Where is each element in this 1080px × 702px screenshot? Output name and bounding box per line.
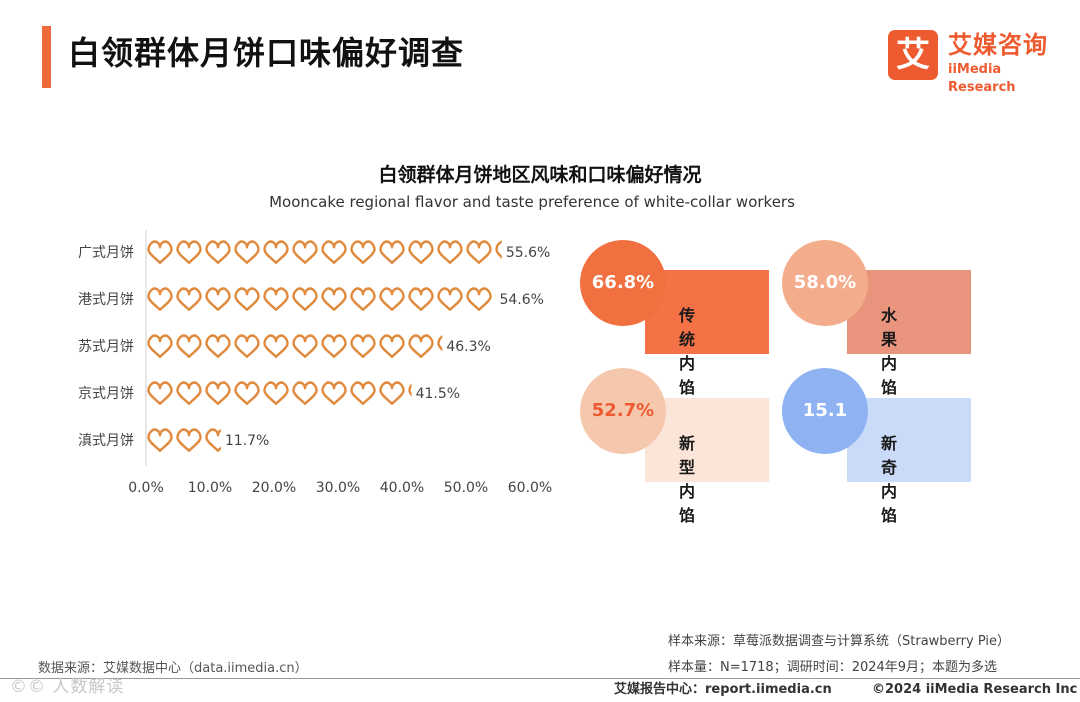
category-label: 京式月饼 xyxy=(78,386,134,402)
x-tick-label: 20.0% xyxy=(252,480,296,496)
brand-mark-icon: 艾 xyxy=(888,30,938,80)
heart-icon xyxy=(408,334,434,358)
footer-copyright: ©2024 iiMedia Research Inc xyxy=(872,682,1078,697)
heart-bar-chart: 广式月饼 55.6% 港式月饼 54.6% 苏式月饼 46.3% 京式月饼 41.5% 滇式月饼… xyxy=(78,230,552,496)
heart-icon xyxy=(205,240,231,264)
card-label: 水果内馅 xyxy=(881,306,898,397)
card-label: 传统内馅 xyxy=(679,306,696,397)
heart-icon xyxy=(408,383,412,397)
heart-icon xyxy=(321,334,347,358)
value-label: 11.7% xyxy=(225,433,269,449)
heart-icon xyxy=(205,287,231,311)
sample-size-info: 样本量：N=1718；调研时间：2024年9月；本题为多选 xyxy=(668,660,998,675)
heart-icon xyxy=(263,287,289,311)
value-label: 41.5% xyxy=(416,386,460,402)
bar-hearts xyxy=(147,287,496,311)
heart-icon xyxy=(350,381,376,405)
heart-icon xyxy=(292,240,318,264)
heart-icon xyxy=(147,381,173,405)
value-label: 55.6% xyxy=(506,245,550,261)
heart-icon xyxy=(408,287,434,311)
category-label: 广式月饼 xyxy=(78,245,134,261)
heart-icon xyxy=(350,334,376,358)
x-tick-label: 60.0% xyxy=(508,480,552,496)
category-label: 港式月饼 xyxy=(78,292,134,308)
heart-icon xyxy=(147,334,173,358)
card-label: 新型内馅 xyxy=(679,434,696,525)
x-tick-label: 10.0% xyxy=(188,480,232,496)
heart-icon xyxy=(466,287,492,311)
heart-icon xyxy=(205,334,231,358)
heart-icon xyxy=(350,240,376,264)
heart-icon xyxy=(263,381,289,405)
heart-icon xyxy=(147,240,173,264)
bar-hearts xyxy=(147,334,443,358)
heart-icon xyxy=(379,381,405,405)
heart-icon xyxy=(234,287,260,311)
sample-source: 样本来源：草莓派数据调查与计算系统（Strawberry Pie） xyxy=(668,634,1010,649)
chart-subtitle: Mooncake regional flavor and taste prefe… xyxy=(269,193,795,211)
heart-icon xyxy=(379,334,405,358)
brand-name-en: iiMedia Research xyxy=(948,62,1016,95)
heart-icon xyxy=(147,287,173,311)
title-accent-bar xyxy=(42,26,51,88)
heart-icon xyxy=(176,381,202,405)
heart-icon xyxy=(292,287,318,311)
heart-icon xyxy=(321,240,347,264)
heart-icon xyxy=(437,240,463,264)
bar-hearts xyxy=(147,381,412,405)
heart-icon xyxy=(321,381,347,405)
category-label: 苏式月饼 xyxy=(78,339,134,355)
heart-icon xyxy=(263,240,289,264)
heart-icon xyxy=(205,428,221,452)
x-tick-label: 30.0% xyxy=(316,480,360,496)
footer-report-center: 艾媒报告中心：report.iimedia.cn xyxy=(614,682,832,697)
heart-icon xyxy=(263,334,289,358)
x-tick-label: 40.0% xyxy=(380,480,424,496)
heart-icon xyxy=(234,240,260,264)
heart-icon xyxy=(147,428,173,452)
category-label: 滇式月饼 xyxy=(78,433,134,449)
heart-icon xyxy=(176,428,202,452)
heart-icon xyxy=(176,334,202,358)
heart-icon xyxy=(379,240,405,264)
heart-icon xyxy=(466,240,492,264)
x-tick-label: 50.0% xyxy=(444,480,488,496)
card-value: 66.8% xyxy=(580,240,666,326)
heart-icon xyxy=(437,335,443,352)
bar-hearts xyxy=(147,240,502,264)
heart-icon xyxy=(292,381,318,405)
heart-icon xyxy=(176,240,202,264)
heart-icon xyxy=(437,287,463,311)
brand-name-cn: 艾媒咨询 xyxy=(948,31,1048,59)
card-value: 15.1 xyxy=(782,368,868,454)
heart-icon xyxy=(321,287,347,311)
chart-title: 白领群体月饼地区风味和口味偏好情况 xyxy=(378,164,702,186)
heart-icon xyxy=(234,381,260,405)
heart-icon xyxy=(379,287,405,311)
heart-icon xyxy=(495,240,502,259)
value-label: 54.6% xyxy=(499,292,543,308)
heart-icon xyxy=(176,287,202,311)
page-title: 白领群体月饼口味偏好调查 xyxy=(68,34,465,72)
bar-hearts xyxy=(147,428,221,452)
x-tick-label: 0.0% xyxy=(128,480,164,496)
brand-logo: 艾 艾媒咨询 iiMedia Research xyxy=(888,30,1068,95)
card-label: 新奇内馅 xyxy=(881,434,898,525)
footer-divider xyxy=(0,678,1080,679)
heart-icon xyxy=(205,381,231,405)
card-value: 58.0% xyxy=(782,240,868,326)
value-label: 46.3% xyxy=(446,339,490,355)
card-value: 52.7% xyxy=(580,368,666,454)
heart-icon xyxy=(350,287,376,311)
watermark: ©© 人数解读 xyxy=(10,677,125,697)
heart-icon xyxy=(292,334,318,358)
heart-icon xyxy=(234,334,260,358)
footer: 艾媒报告中心：report.iimedia.cn ©2024 iiMedia R… xyxy=(0,680,1080,702)
heart-icon xyxy=(408,240,434,264)
data-source-left: 数据来源：艾媒数据中心（data.iimedia.cn） xyxy=(38,661,308,676)
